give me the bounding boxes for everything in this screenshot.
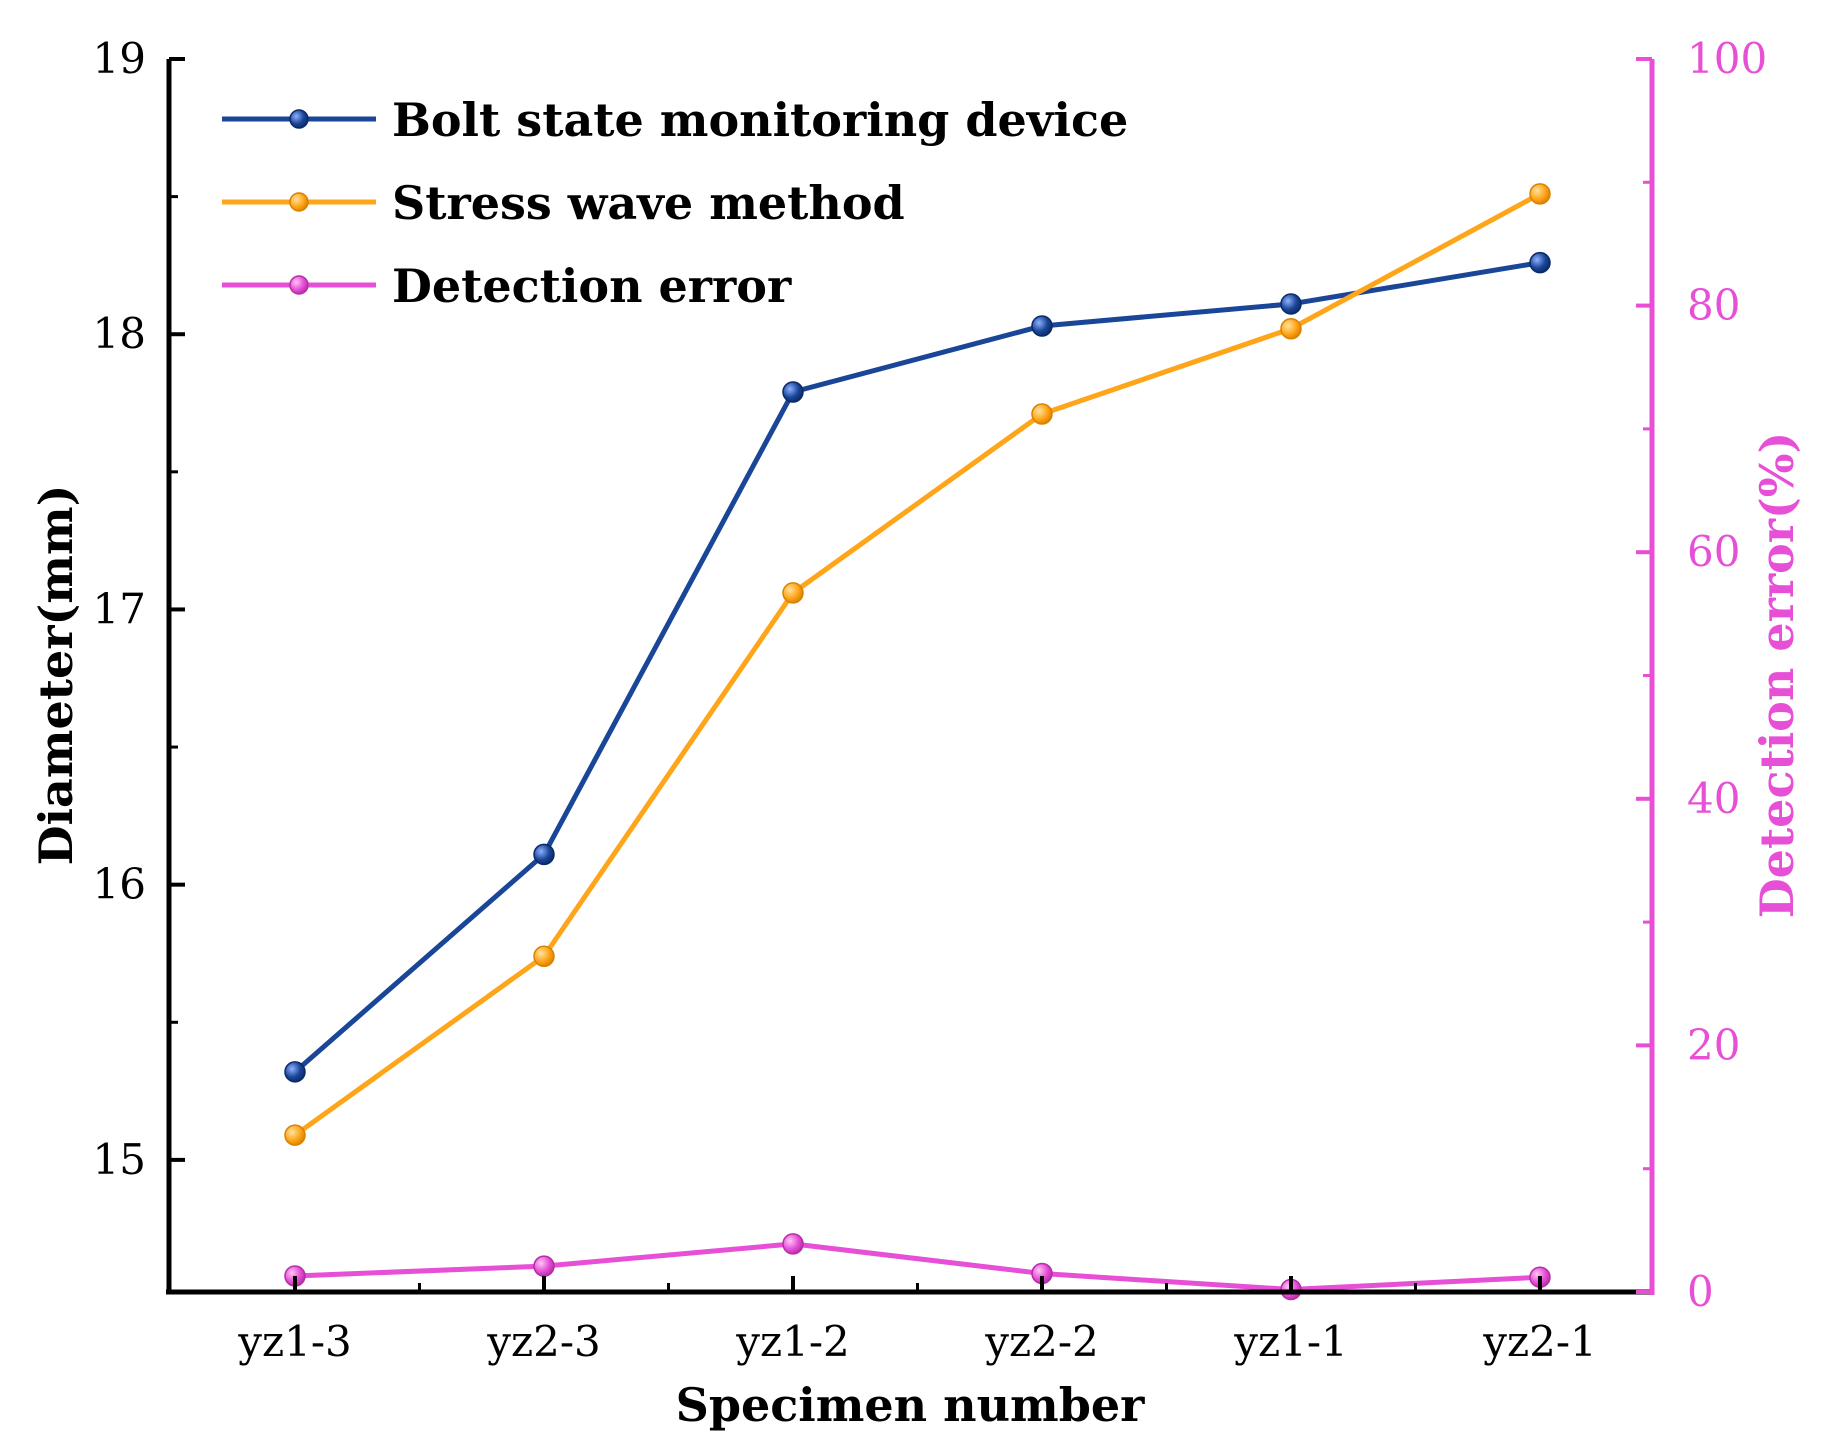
data-point-bolt-state [284, 1061, 306, 1083]
plot-lines [293, 191, 1542, 1293]
data-point-bolt-state [1280, 293, 1302, 315]
left-tick-label: 17 [93, 584, 146, 633]
data-point-detection-error [782, 1233, 804, 1255]
right-tick-label: 0 [1687, 1267, 1714, 1316]
right-tick-label: 100 [1687, 34, 1767, 83]
x-tick-label: yz1-2 [735, 1317, 850, 1366]
series-line-detection-error [294, 1241, 1541, 1293]
x-ticks: yz1-3 yz2-3 yz1-2 yz2-2 yz1-1 yz2-1 [237, 1276, 1597, 1366]
legend-label-stress-wave: Stress wave method [392, 176, 905, 230]
right-tick-label: 80 [1687, 281, 1740, 330]
legend-item-detection-error: Detection error [222, 259, 792, 313]
legend-marker-detection-error [289, 275, 309, 295]
legend-label-detection-error: Detection error [392, 259, 792, 313]
right-tick-label: 40 [1687, 774, 1740, 823]
data-point-stress-wave [1280, 317, 1302, 340]
left-tick-label: 15 [93, 1135, 146, 1184]
legend-label-bolt-state: Bolt state monitoring device [392, 93, 1128, 147]
legend-item-bolt-state: Bolt state monitoring device [222, 93, 1128, 147]
data-point-bolt-state [1031, 315, 1053, 337]
series-line-stress-wave [293, 191, 1542, 1138]
x-tick-label: yz2-3 [486, 1317, 601, 1366]
data-point-stress-wave [533, 945, 555, 967]
x-axis-title: Specimen number [676, 1378, 1146, 1432]
series-line-bolt-state [293, 260, 1541, 1074]
right-ticks: 0 20 40 60 80 100 [1636, 34, 1767, 1316]
data-point-bolt-state [533, 843, 555, 866]
legend-marker-stress-wave [289, 192, 309, 212]
right-tick-label: 60 [1687, 527, 1740, 576]
x-tick-label: yz1-3 [237, 1317, 352, 1366]
left-tick-label: 18 [93, 309, 146, 358]
x-tick-label: yz1-1 [1233, 1317, 1348, 1366]
y-axis-right-title: Detection error(%) [1750, 432, 1804, 918]
data-point-stress-wave [284, 1124, 306, 1146]
data-point-detection-error [533, 1255, 555, 1277]
y-axis-title: Diameter(mm) [29, 485, 83, 866]
left-tick-label: 16 [93, 860, 146, 909]
right-tick-label: 20 [1687, 1020, 1740, 1069]
legend: Bolt state monitoring device Stress wave… [222, 93, 1128, 313]
data-point-stress-wave [1031, 403, 1053, 425]
data-point-bolt-state [1529, 251, 1551, 274]
x-tick-label: yz2-1 [1482, 1317, 1597, 1366]
legend-marker-bolt-state [289, 109, 309, 129]
plot-markers [284, 183, 1551, 1301]
left-ticks: 15 16 17 18 19 [93, 34, 185, 1184]
data-point-stress-wave [782, 582, 804, 604]
left-tick-label: 19 [93, 34, 146, 83]
data-point-bolt-state [782, 381, 804, 403]
legend-item-stress-wave: Stress wave method [222, 176, 905, 230]
data-point-stress-wave [1529, 183, 1551, 205]
x-tick-label: yz2-2 [984, 1317, 1099, 1366]
